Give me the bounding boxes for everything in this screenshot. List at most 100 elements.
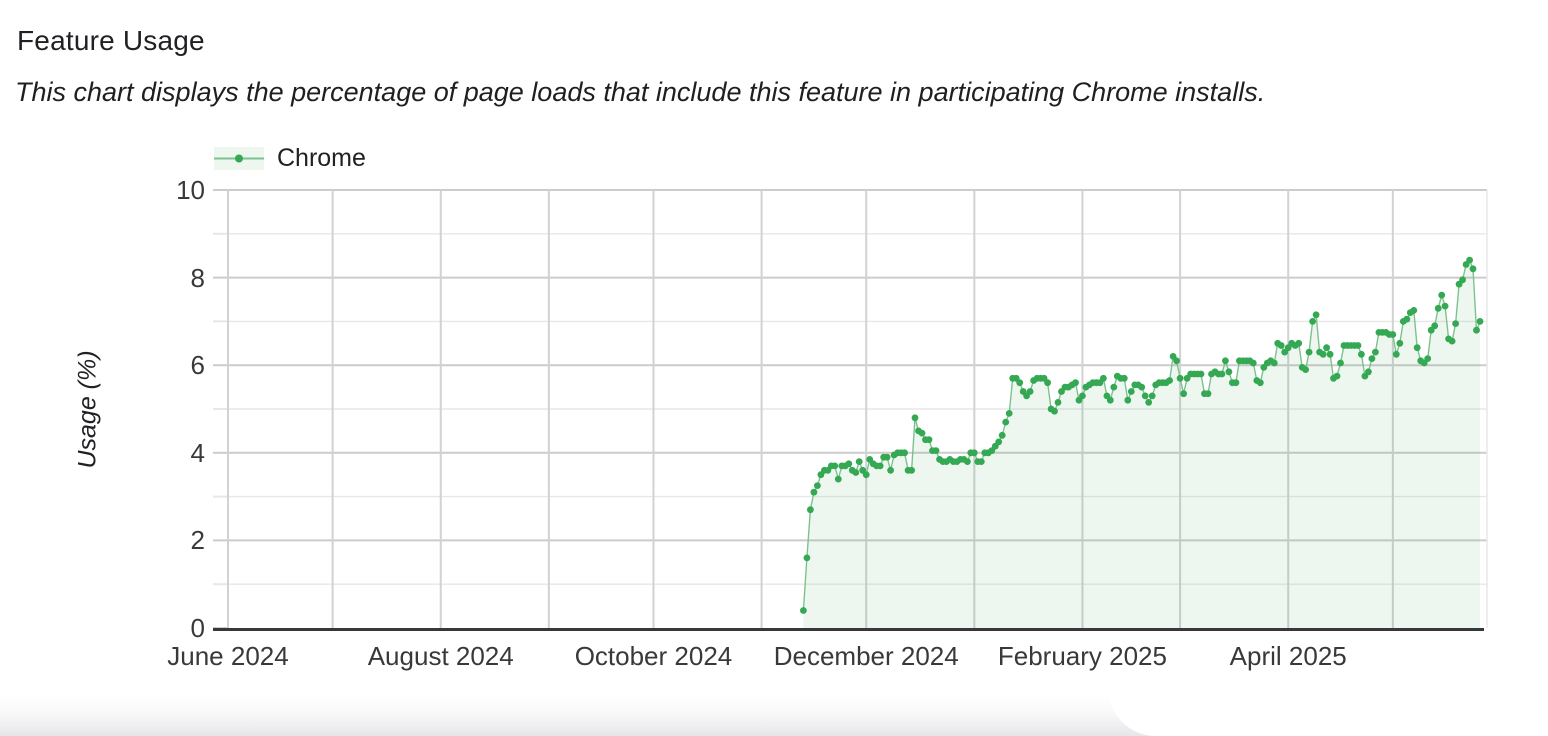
- data-point-dot[interactable]: [1141, 392, 1149, 400]
- data-point-dot[interactable]: [1434, 304, 1442, 312]
- data-point-dot[interactable]: [998, 431, 1006, 439]
- data-point-dot[interactable]: [995, 438, 1003, 446]
- data-point-dot[interactable]: [964, 458, 971, 465]
- data-point-dot[interactable]: [876, 462, 884, 470]
- data-point-dot[interactable]: [1148, 392, 1156, 400]
- data-point-dot[interactable]: [852, 469, 860, 476]
- data-point-dot[interactable]: [1392, 350, 1400, 358]
- data-point-dot[interactable]: [1051, 407, 1058, 415]
- data-point-dot[interactable]: [1100, 374, 1107, 382]
- data-point-dot[interactable]: [1072, 379, 1079, 387]
- data-point-dot[interactable]: [1218, 370, 1226, 378]
- data-point-dot[interactable]: [1302, 366, 1309, 373]
- y-axis-tick-label: 4: [190, 437, 205, 468]
- data-point-dot[interactable]: [932, 447, 940, 454]
- data-point-dot[interactable]: [1319, 350, 1327, 358]
- data-point-dot[interactable]: [1368, 355, 1376, 362]
- data-point-dot[interactable]: [1256, 379, 1264, 387]
- data-point-dot[interactable]: [1452, 320, 1459, 327]
- data-point-dot[interactable]: [887, 466, 894, 474]
- data-point-dot[interactable]: [1459, 276, 1466, 284]
- data-point-dot[interactable]: [1326, 350, 1334, 358]
- data-point-dot[interactable]: [908, 466, 915, 474]
- data-point-dot[interactable]: [1354, 342, 1362, 349]
- data-point-dot[interactable]: [1431, 322, 1439, 330]
- data-point-dot[interactable]: [834, 475, 842, 483]
- data-point-dot[interactable]: [1277, 342, 1285, 349]
- data-point-dot[interactable]: [1166, 377, 1173, 384]
- usage-area-fill: [803, 260, 1480, 628]
- legend-swatch-dot: [235, 154, 243, 163]
- data-point-dot[interactable]: [1002, 418, 1010, 426]
- data-point-dot[interactable]: [814, 482, 821, 489]
- data-point-dot[interactable]: [1180, 390, 1187, 398]
- data-point-dot[interactable]: [1044, 379, 1051, 387]
- data-point-dot[interactable]: [1424, 355, 1432, 362]
- data-point-dot[interactable]: [1138, 383, 1146, 391]
- data-point-dot[interactable]: [800, 607, 807, 614]
- data-point-dot[interactable]: [1225, 368, 1233, 376]
- data-point-dot[interactable]: [883, 453, 891, 461]
- data-point-dot[interactable]: [970, 449, 978, 457]
- data-point-dot[interactable]: [1173, 357, 1180, 365]
- data-point-dot[interactable]: [1005, 410, 1013, 417]
- data-point-dot[interactable]: [1295, 339, 1303, 347]
- data-point-dot[interactable]: [1441, 302, 1449, 310]
- data-point-dot[interactable]: [1466, 256, 1473, 264]
- data-point-dot[interactable]: [1333, 372, 1341, 380]
- data-point-dot[interactable]: [831, 462, 839, 470]
- data-point-dot[interactable]: [1124, 396, 1132, 404]
- data-point-dot[interactable]: [1120, 374, 1128, 382]
- data-point-dot[interactable]: [911, 414, 919, 422]
- data-point-dot[interactable]: [1476, 318, 1484, 325]
- data-point-dot[interactable]: [1365, 368, 1372, 376]
- data-point-dot[interactable]: [1413, 344, 1421, 352]
- data-point-dot[interactable]: [901, 449, 908, 457]
- x-axis-tick-label: April 2025: [1229, 641, 1347, 671]
- data-point-dot[interactable]: [1323, 344, 1330, 352]
- data-point-dot[interactable]: [1270, 359, 1278, 367]
- data-point-dot[interactable]: [1127, 388, 1135, 395]
- data-point-dot[interactable]: [1222, 357, 1229, 365]
- x-axis-tick-label: October 2024: [574, 641, 733, 671]
- data-point-dot[interactable]: [1389, 331, 1397, 338]
- data-point-dot[interactable]: [845, 460, 853, 468]
- data-point-dot[interactable]: [1448, 337, 1456, 345]
- data-point-dot[interactable]: [1469, 265, 1477, 273]
- data-point-dot[interactable]: [1232, 379, 1240, 387]
- data-point-dot[interactable]: [1396, 339, 1404, 347]
- data-point-dot[interactable]: [1438, 291, 1446, 299]
- data-point-dot[interactable]: [1106, 396, 1114, 404]
- y-axis-tick-label: 2: [190, 525, 205, 556]
- data-point-dot[interactable]: [810, 488, 818, 496]
- data-point-dot[interactable]: [1312, 311, 1320, 319]
- data-point-dot[interactable]: [1337, 359, 1344, 367]
- data-point-dot[interactable]: [1026, 388, 1034, 395]
- data-point-dot[interactable]: [1410, 307, 1418, 314]
- data-point-dot[interactable]: [1145, 399, 1153, 406]
- data-point-dot[interactable]: [1110, 383, 1118, 391]
- data-point-dot[interactable]: [1204, 390, 1212, 398]
- data-point-dot[interactable]: [1305, 348, 1313, 356]
- data-point-dot[interactable]: [803, 554, 811, 562]
- data-point-dot[interactable]: [1473, 326, 1480, 334]
- data-point-dot[interactable]: [977, 458, 985, 465]
- data-point-dot[interactable]: [1309, 318, 1316, 325]
- data-point-dot[interactable]: [1197, 370, 1205, 378]
- data-point-dot[interactable]: [1176, 374, 1184, 382]
- data-point-dot[interactable]: [1372, 348, 1379, 356]
- data-point-dot[interactable]: [862, 471, 870, 479]
- data-point-dot[interactable]: [1358, 350, 1365, 358]
- data-point-dot[interactable]: [1249, 359, 1257, 367]
- data-point-dot[interactable]: [925, 436, 933, 444]
- data-point-dot[interactable]: [1016, 379, 1024, 387]
- data-point-dot[interactable]: [918, 429, 926, 437]
- page-subtitle: This chart displays the percentage of pa…: [15, 77, 1266, 107]
- data-point-dot[interactable]: [1403, 315, 1411, 323]
- data-point-dot[interactable]: [1079, 392, 1086, 400]
- x-axis-tick-label: February 2025: [997, 641, 1167, 671]
- data-point-dot[interactable]: [855, 458, 863, 465]
- data-point-dot[interactable]: [807, 506, 814, 514]
- data-point-dot[interactable]: [1054, 399, 1062, 406]
